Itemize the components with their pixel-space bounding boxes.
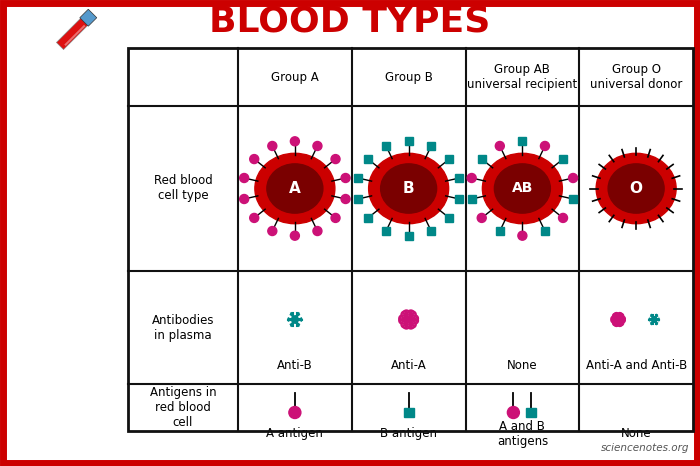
FancyBboxPatch shape — [3, 3, 697, 463]
Circle shape — [250, 155, 259, 164]
Circle shape — [289, 406, 301, 418]
Polygon shape — [57, 17, 89, 49]
Ellipse shape — [482, 153, 562, 224]
Polygon shape — [80, 9, 97, 26]
Circle shape — [477, 213, 486, 222]
Ellipse shape — [381, 164, 437, 213]
Circle shape — [268, 226, 277, 235]
Ellipse shape — [494, 164, 550, 213]
Text: None: None — [621, 427, 652, 440]
Text: Anti-A and Anti-B: Anti-A and Anti-B — [585, 359, 687, 372]
Circle shape — [290, 231, 300, 240]
Text: B: B — [402, 181, 414, 196]
Circle shape — [239, 173, 248, 183]
Circle shape — [496, 142, 504, 151]
Ellipse shape — [369, 153, 449, 224]
Circle shape — [568, 173, 578, 183]
Circle shape — [313, 226, 322, 235]
Text: Group AB
universal recipient: Group AB universal recipient — [468, 63, 578, 91]
Circle shape — [341, 194, 350, 204]
Circle shape — [341, 173, 350, 183]
Text: Red blood
cell type: Red blood cell type — [153, 174, 212, 203]
Circle shape — [268, 142, 277, 151]
Text: O: O — [629, 181, 643, 196]
Text: BLOOD TYPES: BLOOD TYPES — [209, 4, 491, 38]
Polygon shape — [64, 25, 85, 46]
Text: None: None — [507, 359, 538, 372]
Circle shape — [239, 194, 248, 204]
Circle shape — [559, 213, 568, 222]
Bar — [128, 48, 693, 431]
Circle shape — [518, 231, 527, 240]
Circle shape — [331, 213, 340, 222]
Circle shape — [331, 155, 340, 164]
Text: sciencenotes.org: sciencenotes.org — [601, 443, 689, 453]
Circle shape — [540, 142, 550, 151]
Text: A: A — [289, 181, 301, 196]
Text: B antigen: B antigen — [380, 427, 437, 440]
Ellipse shape — [267, 164, 323, 213]
Circle shape — [250, 213, 259, 222]
Text: Group A: Group A — [271, 70, 319, 83]
Text: Group O
universal donor: Group O universal donor — [590, 63, 682, 91]
Text: Anti-A: Anti-A — [391, 359, 426, 372]
Text: Anti-B: Anti-B — [277, 359, 313, 372]
Text: Antigens in
red blood
cell: Antigens in red blood cell — [150, 386, 216, 429]
Text: Antibodies
in plasma: Antibodies in plasma — [152, 314, 214, 342]
Circle shape — [290, 137, 300, 146]
Text: A and B
antigens: A and B antigens — [497, 419, 548, 447]
Circle shape — [467, 173, 476, 183]
Circle shape — [508, 406, 519, 418]
Text: Group B: Group B — [385, 70, 433, 83]
Circle shape — [313, 142, 322, 151]
Text: AB: AB — [512, 181, 533, 196]
Text: A antigen: A antigen — [267, 427, 323, 440]
Ellipse shape — [596, 153, 676, 224]
Ellipse shape — [255, 153, 335, 224]
Ellipse shape — [608, 164, 664, 213]
